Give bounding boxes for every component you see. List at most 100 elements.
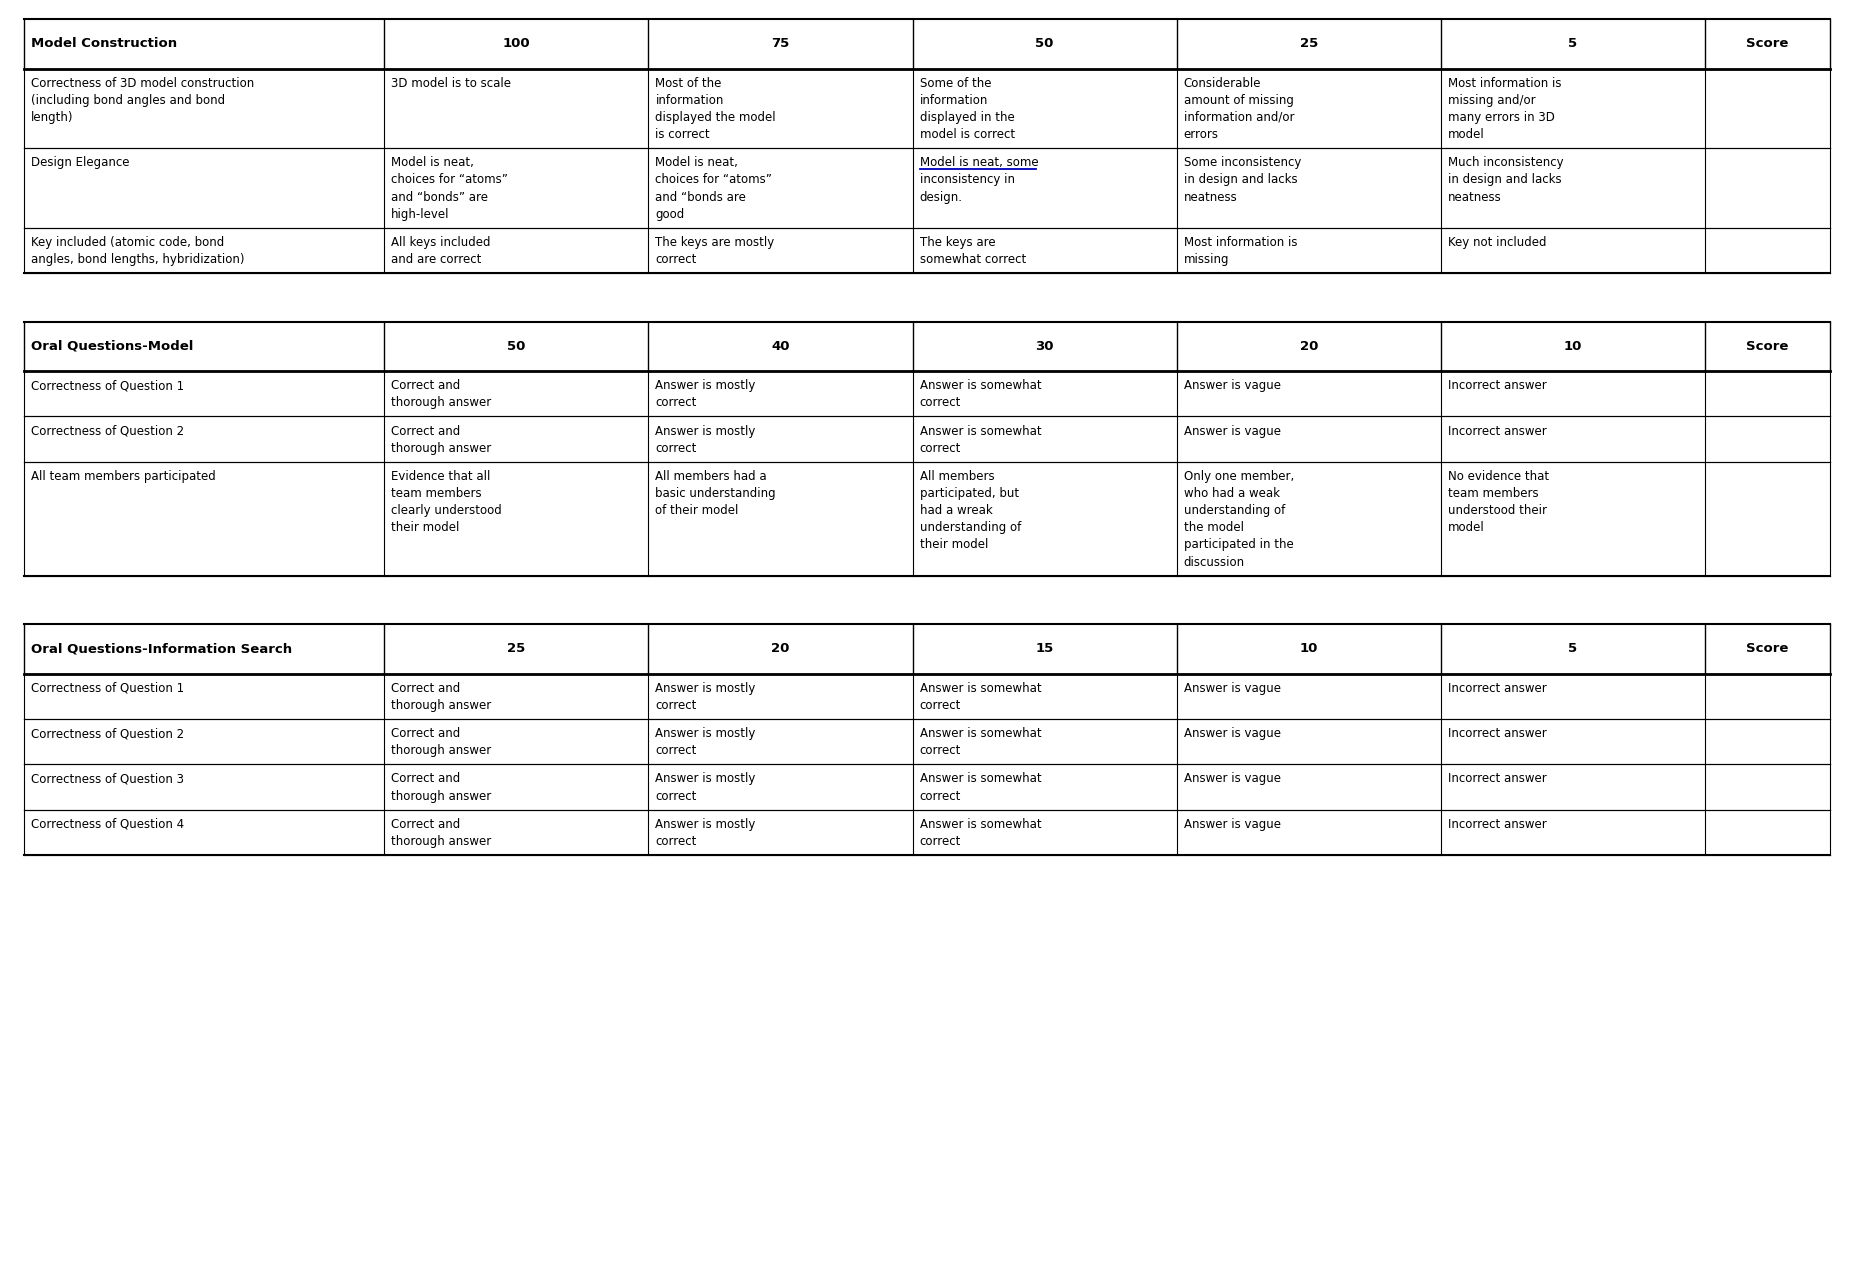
Text: Answer is mostly: Answer is mostly xyxy=(656,727,756,740)
Text: 30: 30 xyxy=(1035,340,1053,353)
Text: thorough answer: thorough answer xyxy=(391,744,491,758)
Text: basic understanding: basic understanding xyxy=(656,486,777,500)
Text: in design and lacks: in design and lacks xyxy=(1448,173,1561,187)
Text: Incorrect answer: Incorrect answer xyxy=(1448,818,1546,831)
Text: Most information is: Most information is xyxy=(1448,77,1561,90)
Text: understanding of: understanding of xyxy=(1183,504,1285,517)
Text: 50: 50 xyxy=(1036,37,1053,50)
Text: Answer is mostly: Answer is mostly xyxy=(656,682,756,695)
Text: participated, but: participated, but xyxy=(920,486,1018,500)
Text: Answer is vague: Answer is vague xyxy=(1183,727,1281,740)
Text: Oral Questions-Model: Oral Questions-Model xyxy=(32,340,193,353)
Text: model: model xyxy=(1448,521,1485,534)
Text: many errors in 3D: many errors in 3D xyxy=(1448,111,1556,124)
Text: correct: correct xyxy=(656,835,697,847)
Text: displayed the model: displayed the model xyxy=(656,111,777,124)
Text: All team members participated: All team members participated xyxy=(32,470,215,483)
Text: missing and/or: missing and/or xyxy=(1448,93,1535,106)
Text: amount of missing: amount of missing xyxy=(1183,93,1294,106)
Text: clearly understood: clearly understood xyxy=(391,504,502,517)
Text: participated in the: participated in the xyxy=(1183,539,1294,552)
Text: neatness: neatness xyxy=(1448,191,1502,204)
Text: in design and lacks: in design and lacks xyxy=(1183,173,1298,187)
Text: length): length) xyxy=(32,111,74,124)
Text: Model Construction: Model Construction xyxy=(32,37,178,50)
Text: correct: correct xyxy=(656,699,697,712)
Text: Much inconsistency: Much inconsistency xyxy=(1448,156,1563,169)
Text: Only one member,: Only one member, xyxy=(1183,470,1294,483)
Text: Correctness of Question 2: Correctness of Question 2 xyxy=(32,425,184,438)
Text: (including bond angles and bond: (including bond angles and bond xyxy=(32,93,224,106)
Text: information: information xyxy=(920,93,988,106)
Text: missing: missing xyxy=(1183,253,1229,266)
Text: choices for “atoms”: choices for “atoms” xyxy=(391,173,508,187)
Text: thorough answer: thorough answer xyxy=(391,699,491,712)
Text: Answer is somewhat: Answer is somewhat xyxy=(920,772,1042,786)
Text: Model is neat,: Model is neat, xyxy=(656,156,738,169)
Text: Correctness of 3D model construction: Correctness of 3D model construction xyxy=(32,77,254,90)
Text: Correctness of Question 3: Correctness of Question 3 xyxy=(32,772,184,786)
Text: their model: their model xyxy=(391,521,460,534)
Text: 15: 15 xyxy=(1036,643,1053,655)
Text: Answer is mostly: Answer is mostly xyxy=(656,772,756,786)
Text: Model is neat, some: Model is neat, some xyxy=(920,156,1038,169)
Text: Answer is somewhat: Answer is somewhat xyxy=(920,682,1042,695)
Text: Incorrect answer: Incorrect answer xyxy=(1448,682,1546,695)
Text: Evidence that all: Evidence that all xyxy=(391,470,491,483)
Text: Answer is somewhat: Answer is somewhat xyxy=(920,818,1042,831)
Text: information and/or: information and/or xyxy=(1183,111,1294,124)
Text: thorough answer: thorough answer xyxy=(391,397,491,410)
Text: correct: correct xyxy=(920,442,960,454)
Text: thorough answer: thorough answer xyxy=(391,442,491,454)
Text: and are correct: and are correct xyxy=(391,253,482,266)
Text: The keys are mostly: The keys are mostly xyxy=(656,236,775,248)
Text: choices for “atoms”: choices for “atoms” xyxy=(656,173,773,187)
Text: Some inconsistency: Some inconsistency xyxy=(1183,156,1302,169)
Text: good: good xyxy=(656,207,684,220)
Text: 25: 25 xyxy=(1300,37,1318,50)
Text: Answer is vague: Answer is vague xyxy=(1183,379,1281,392)
Text: errors: errors xyxy=(1183,128,1218,141)
Text: their model: their model xyxy=(920,539,988,552)
Text: Answer is vague: Answer is vague xyxy=(1183,682,1281,695)
Text: Design Elegance: Design Elegance xyxy=(32,156,130,169)
Text: somewhat correct: somewhat correct xyxy=(920,253,1025,266)
Text: discussion: discussion xyxy=(1183,556,1244,568)
Text: Correct and: Correct and xyxy=(391,682,460,695)
Text: thorough answer: thorough answer xyxy=(391,790,491,803)
Text: and “bonds are: and “bonds are xyxy=(656,191,747,204)
Text: correct: correct xyxy=(920,790,960,803)
Text: model: model xyxy=(1448,128,1485,141)
Text: information: information xyxy=(656,93,723,106)
Text: team members: team members xyxy=(1448,486,1539,500)
Text: Correctness of Question 1: Correctness of Question 1 xyxy=(32,682,184,695)
Text: Score: Score xyxy=(1746,340,1789,353)
Text: Correct and: Correct and xyxy=(391,727,460,740)
Text: correct: correct xyxy=(920,699,960,712)
Text: correct: correct xyxy=(656,790,697,803)
Text: Incorrect answer: Incorrect answer xyxy=(1448,379,1546,392)
Text: the model: the model xyxy=(1183,521,1244,534)
Text: Answer is somewhat: Answer is somewhat xyxy=(920,379,1042,392)
Text: neatness: neatness xyxy=(1183,191,1237,204)
Text: correct: correct xyxy=(656,253,697,266)
Text: correct: correct xyxy=(920,744,960,758)
Text: Incorrect answer: Incorrect answer xyxy=(1448,425,1546,438)
Text: team members: team members xyxy=(391,486,482,500)
Text: understood their: understood their xyxy=(1448,504,1546,517)
Text: All members had a: All members had a xyxy=(656,470,768,483)
Text: Correct and: Correct and xyxy=(391,379,460,392)
Text: 10: 10 xyxy=(1300,643,1318,655)
Text: The keys are: The keys are xyxy=(920,236,996,248)
Text: Answer is vague: Answer is vague xyxy=(1183,425,1281,438)
Text: Correctness of Question 2: Correctness of Question 2 xyxy=(32,727,184,740)
Text: No evidence that: No evidence that xyxy=(1448,470,1548,483)
Text: Correct and: Correct and xyxy=(391,425,460,438)
Text: of their model: of their model xyxy=(656,504,738,517)
Text: thorough answer: thorough answer xyxy=(391,835,491,847)
Text: Answer is somewhat: Answer is somewhat xyxy=(920,727,1042,740)
Text: 25: 25 xyxy=(508,643,525,655)
Text: Incorrect answer: Incorrect answer xyxy=(1448,727,1546,740)
Text: 5: 5 xyxy=(1568,643,1578,655)
Text: All keys included: All keys included xyxy=(391,236,491,248)
